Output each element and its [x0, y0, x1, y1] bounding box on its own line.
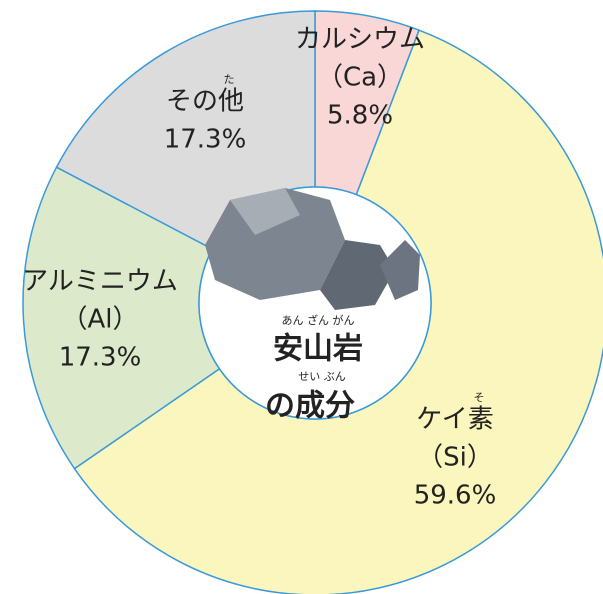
center-subtitle: の成分	[265, 389, 355, 424]
category-label: ケイ素	[416, 405, 493, 435]
chart: あん ざん がん 安山岩 せい ぶん の成分 カルシウム （Ca） 5.8% そケイ素…	[0, 0, 603, 594]
value-label: 17.3%	[59, 343, 142, 373]
symbol-label: （Ca）	[317, 63, 403, 93]
value-label: 17.3%	[164, 125, 247, 155]
value-label: 59.6%	[414, 481, 497, 511]
category-label: カルシウム	[295, 25, 425, 55]
category-ruby: そ	[474, 391, 485, 404]
slices	[23, 11, 603, 594]
category-label: アルミニウム	[22, 267, 178, 297]
symbol-label: （Al）	[61, 305, 138, 335]
center-title: 安山岩	[273, 332, 363, 367]
category-ruby: た	[224, 73, 235, 86]
value-label: 5.8%	[327, 101, 393, 131]
subtitle-ruby: せい ぶん	[298, 370, 346, 383]
category-label: その他	[166, 87, 244, 117]
title-ruby: あん ざん がん	[282, 313, 355, 327]
symbol-label: （Si）	[417, 443, 493, 473]
